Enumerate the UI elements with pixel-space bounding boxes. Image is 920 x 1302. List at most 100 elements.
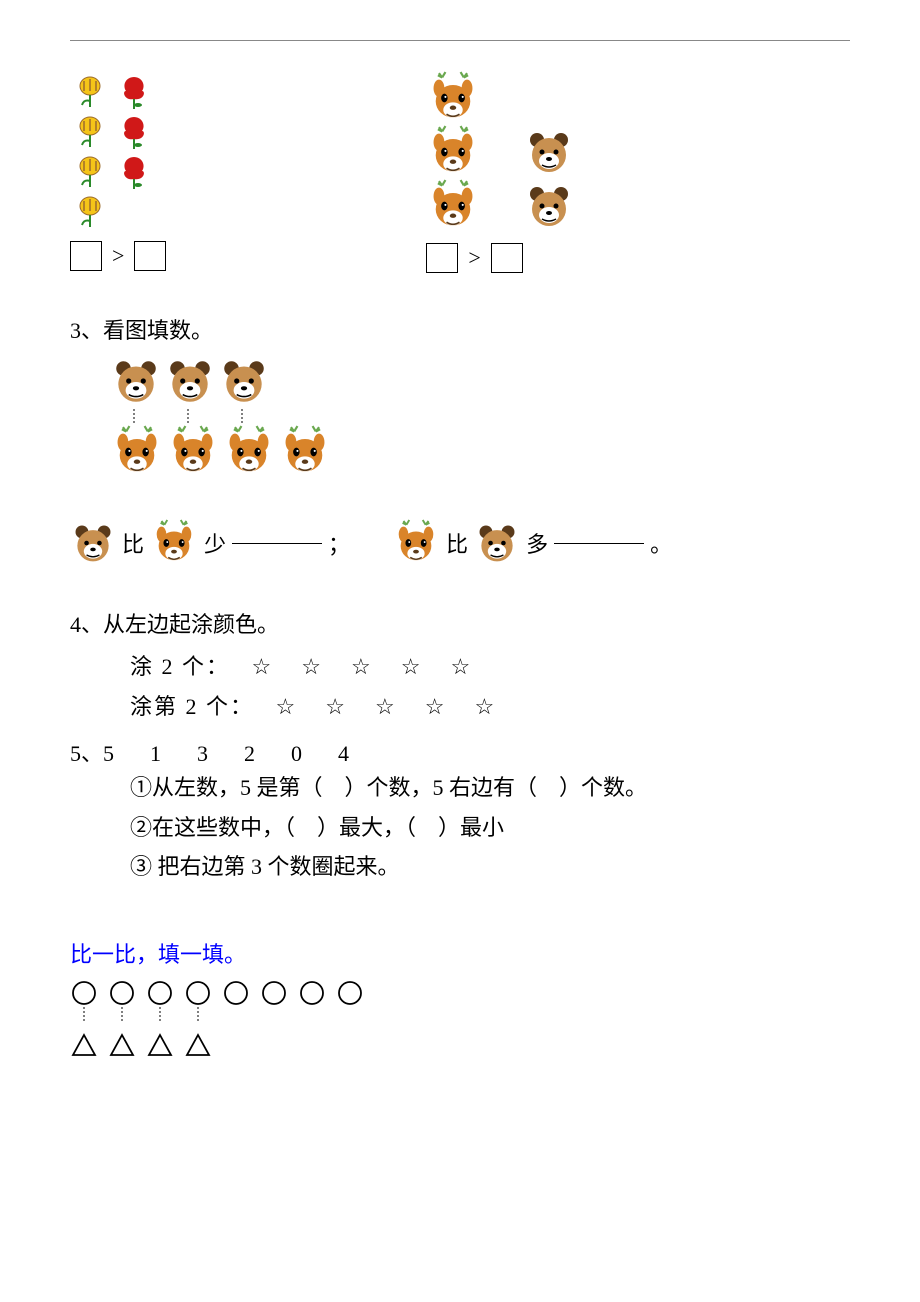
q3-dash-connectors	[132, 409, 850, 423]
answer-box[interactable]	[426, 243, 458, 273]
q3-sentence: 比 少 ； 比	[70, 519, 850, 567]
star-icon[interactable]: ☆	[252, 654, 274, 679]
q6-triangles-row	[70, 1031, 850, 1059]
dash-connector	[158, 1007, 169, 1021]
yellow-flower-icon	[70, 151, 110, 191]
bear-icon	[70, 520, 116, 566]
q3-heading: 3、看图填数。	[70, 313, 850, 345]
q5-prefix: 5、	[70, 741, 103, 766]
deer-icon	[426, 125, 480, 179]
answer-box[interactable]	[491, 243, 523, 273]
q2-left-icons	[70, 71, 166, 231]
answer-box[interactable]	[134, 241, 166, 271]
gt-symbol: >	[468, 245, 480, 271]
red-flower-icon	[112, 71, 156, 111]
q4-row1-label: 涂 2 个：	[130, 654, 230, 679]
yellow-flower-icon	[70, 191, 110, 231]
q5-line3: ③ 把右边第 3 个数圈起来。	[130, 847, 850, 887]
circle-icon	[184, 979, 212, 1007]
q4-row2-label: 涂第 2 个：	[130, 694, 254, 719]
triangle-icon	[184, 1031, 212, 1059]
q6-heading: 比一比，填一填。	[70, 937, 850, 969]
circle-icon	[222, 979, 250, 1007]
q3-figure	[110, 355, 850, 479]
deer-icon	[222, 425, 276, 479]
bear-icon	[474, 520, 520, 566]
deer-icon	[426, 179, 480, 233]
triangle-icon	[146, 1031, 174, 1059]
circle-icon	[146, 979, 174, 1007]
q2-row: >	[70, 71, 850, 273]
text: 多	[526, 527, 548, 559]
number: 3	[197, 741, 208, 766]
circle-icon	[336, 979, 364, 1007]
star-icon[interactable]: ☆	[325, 694, 347, 719]
top-rule	[70, 40, 850, 41]
star-icon[interactable]: ☆	[301, 654, 323, 679]
bear-icon	[524, 127, 574, 177]
q3-deers-row	[110, 425, 850, 479]
q2-right-icons	[426, 71, 574, 233]
dash-connector	[120, 1007, 131, 1021]
q4-row2: 涂第 2 个： ☆ ☆ ☆ ☆ ☆	[130, 689, 850, 721]
text: 少	[204, 527, 226, 559]
q6-shapes	[70, 979, 850, 1059]
triangle-icon	[108, 1031, 136, 1059]
fill-blank[interactable]	[554, 543, 644, 544]
star-icon[interactable]: ☆	[474, 694, 496, 719]
answer-box[interactable]	[70, 241, 102, 271]
dash-connector	[82, 1007, 93, 1021]
star-icon[interactable]: ☆	[425, 694, 447, 719]
star-icon[interactable]: ☆	[375, 694, 397, 719]
bear-icon	[110, 355, 162, 407]
bear-icon	[218, 355, 270, 407]
number: 2	[244, 741, 255, 766]
dash-connector	[132, 409, 136, 423]
triangle-icon	[70, 1031, 98, 1059]
q2-right-compare: >	[426, 243, 574, 273]
number: 4	[338, 741, 349, 766]
circle-icon	[260, 979, 288, 1007]
number: 0	[291, 741, 302, 766]
deer-icon	[426, 71, 480, 125]
q4-row1: 涂 2 个： ☆ ☆ ☆ ☆ ☆	[130, 649, 850, 681]
text: 比	[446, 527, 468, 559]
number: 5	[103, 741, 114, 766]
number: 1	[150, 741, 161, 766]
q3-bears-row	[110, 355, 850, 407]
red-flower-icon	[112, 151, 156, 191]
star-icon[interactable]: ☆	[401, 654, 423, 679]
q5-row: 5、5 1 3 2 0 4	[70, 736, 850, 768]
q6-circles-row	[70, 979, 850, 1007]
text: ；	[328, 527, 350, 559]
circle-icon	[108, 979, 136, 1007]
red-flower-icon	[112, 111, 156, 151]
dash-connector	[186, 409, 190, 423]
q2-right-group: >	[426, 71, 574, 273]
deer-icon	[110, 425, 164, 479]
text: 比	[122, 527, 144, 559]
bear-icon	[524, 181, 574, 231]
yellow-flower-icon	[70, 71, 110, 111]
gt-symbol: >	[112, 243, 124, 269]
circle-icon	[70, 979, 98, 1007]
circle-icon	[298, 979, 326, 1007]
dash-connector	[196, 1007, 207, 1021]
q5-line1: ①从左数，5 是第（ ）个数，5 右边有（ ）个数。	[130, 768, 850, 808]
deer-icon	[392, 519, 440, 567]
q5-line2: ②在这些数中，（ ）最大，（ ）最小	[130, 808, 850, 848]
yellow-flower-icon	[70, 111, 110, 151]
deer-icon	[278, 425, 332, 479]
star-icon[interactable]: ☆	[351, 654, 373, 679]
dash-connector	[240, 409, 244, 423]
q2-left-compare: >	[70, 241, 166, 271]
bear-icon	[164, 355, 216, 407]
fill-blank[interactable]	[232, 543, 322, 544]
deer-icon	[150, 519, 198, 567]
text: 。	[650, 527, 672, 559]
star-icon[interactable]: ☆	[276, 694, 298, 719]
deer-icon	[166, 425, 220, 479]
star-icon[interactable]: ☆	[450, 654, 472, 679]
q4-heading: 4、从左边起涂颜色。	[70, 607, 850, 639]
q6-dash-connectors	[82, 1007, 850, 1021]
